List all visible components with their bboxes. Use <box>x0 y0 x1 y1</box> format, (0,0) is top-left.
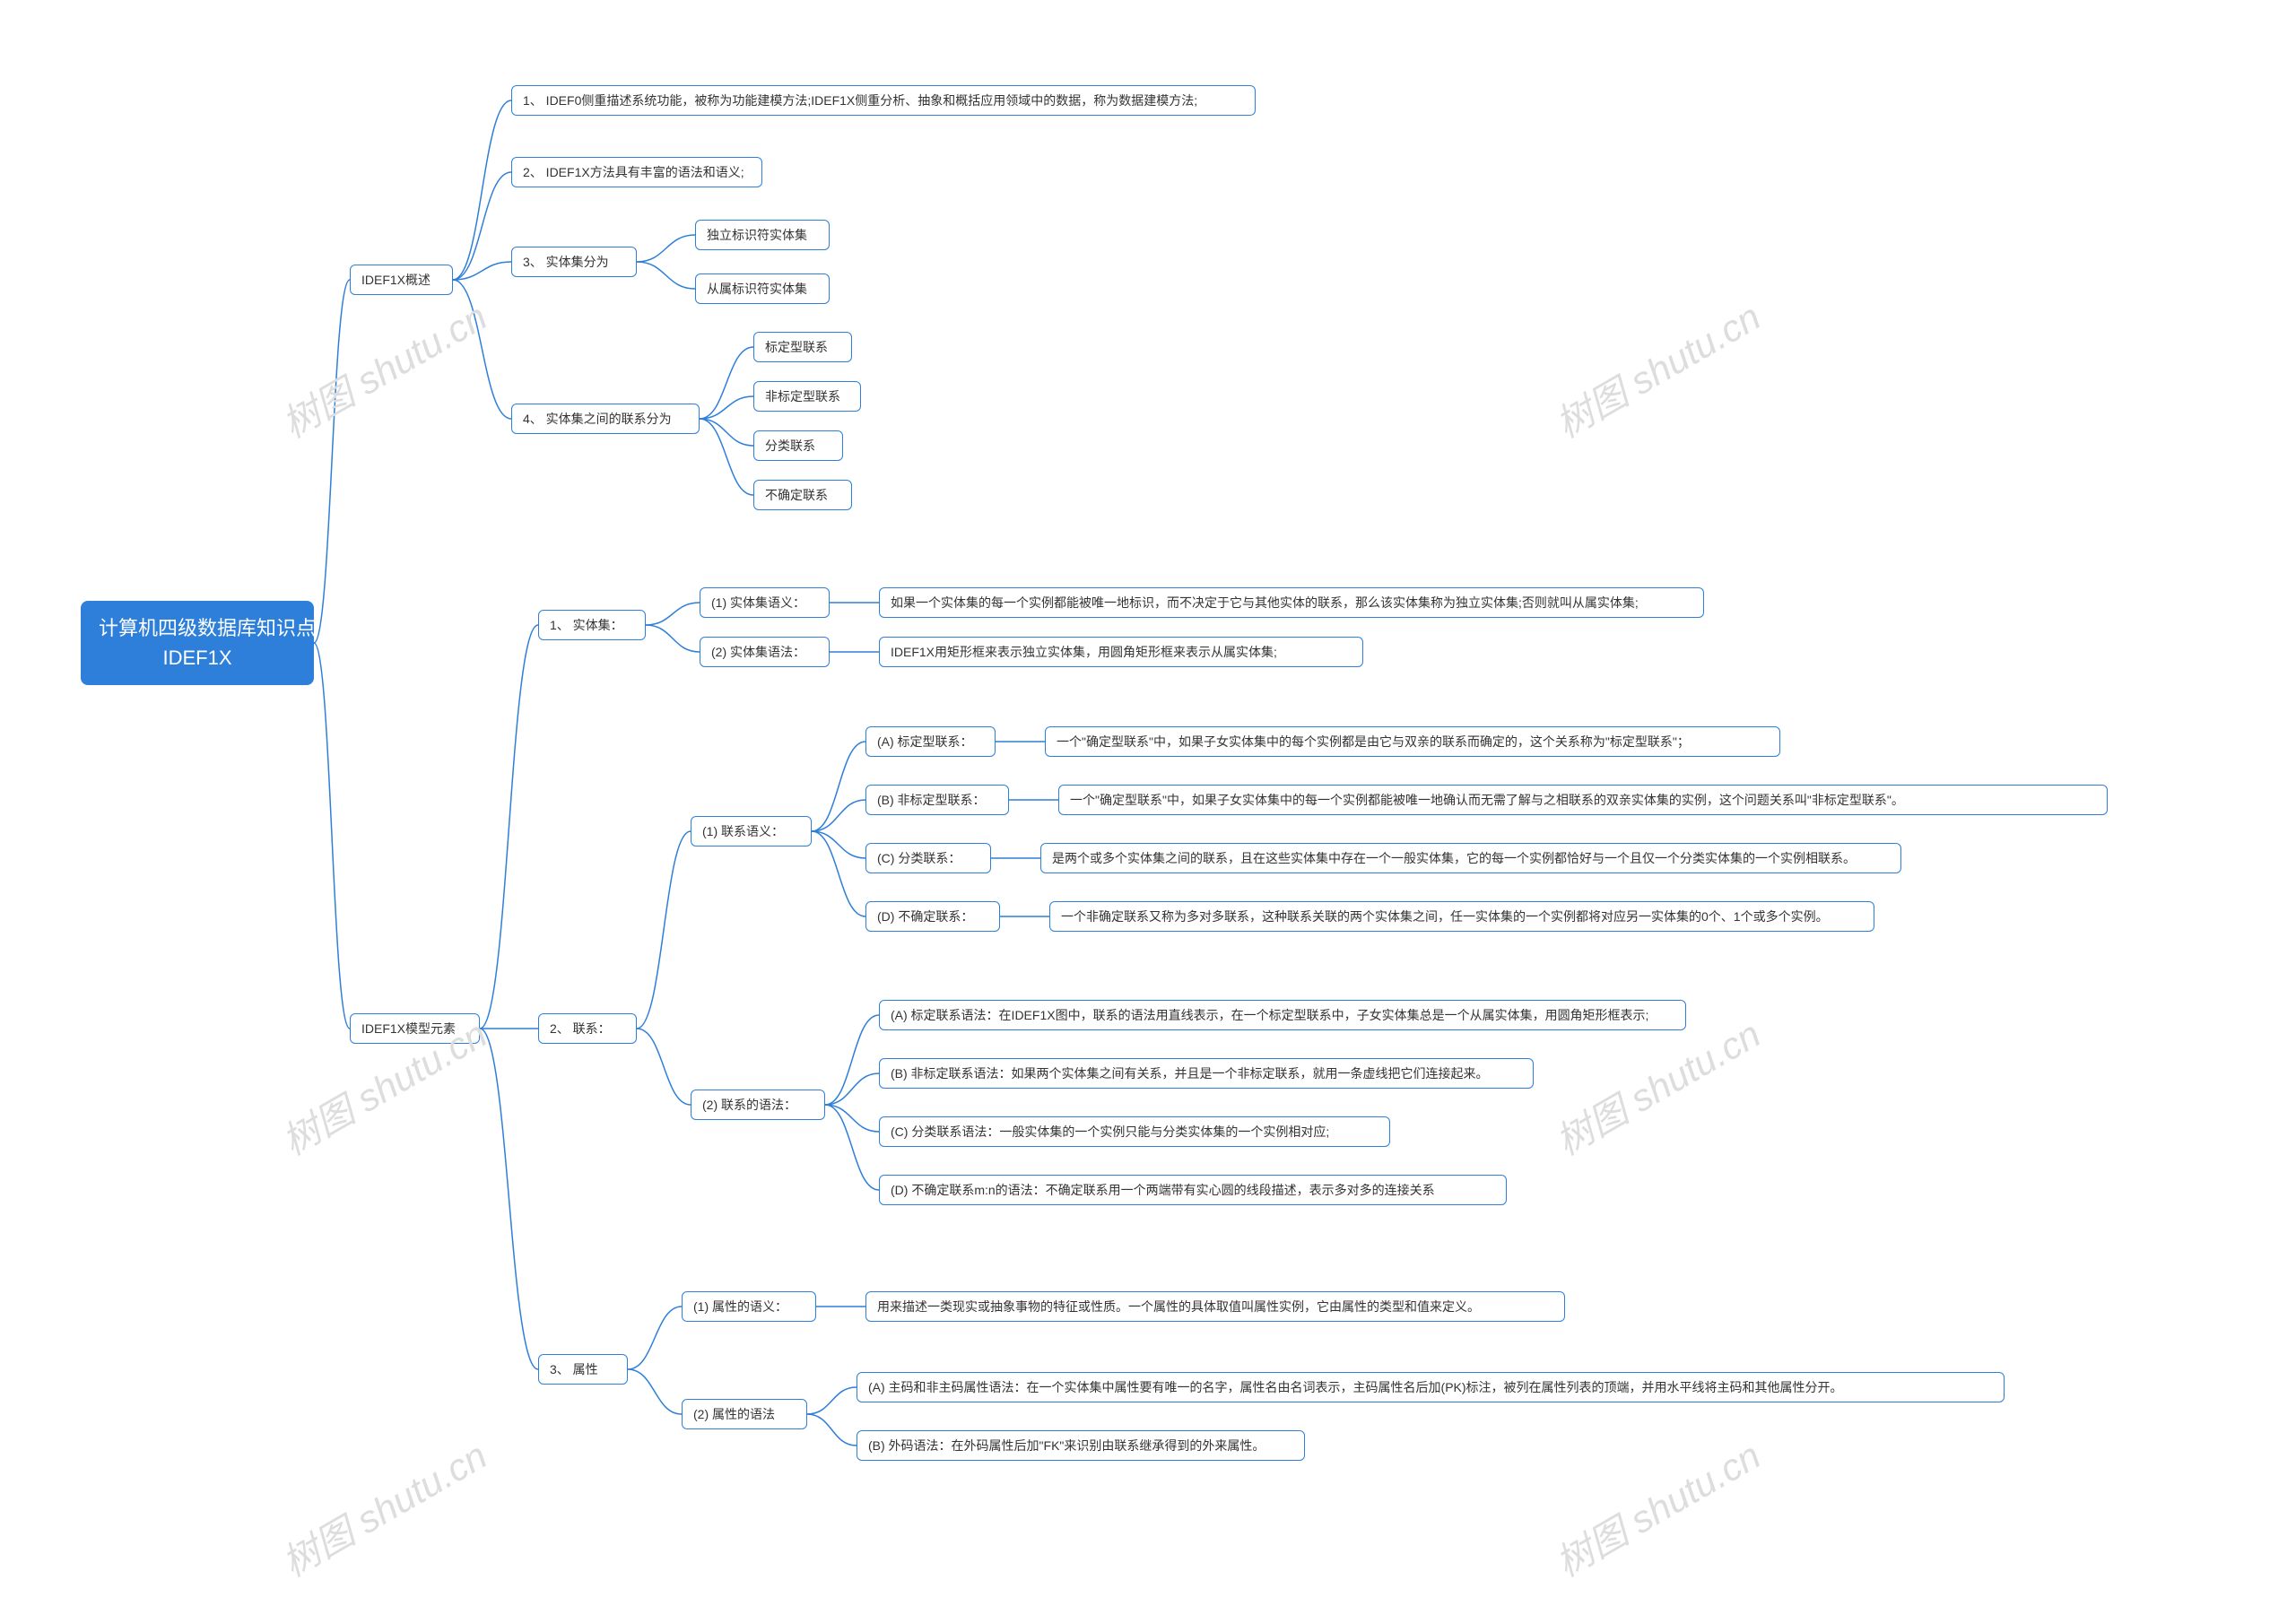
mindmap-canvas: 计算机四级数据库知识点IDEF1X IDEF1X概述 1、 IDEF0侧重描述系统… <box>0 0 2296 1615</box>
root-node: 计算机四级数据库知识点IDEF1X <box>81 601 314 685</box>
node-n_b2b: (2) 联系的语法： <box>691 1090 825 1120</box>
watermark: 树图 shutu.cn <box>271 287 496 448</box>
node-n_b3b: (2) 属性的语法 <box>682 1399 807 1429</box>
node-n_b2a_D1: 一个非确定联系又称为多对多联系，这种联系关联的两个实体集之间，任一实体集的一个实… <box>1049 901 1874 932</box>
node-n_a3b: 从属标识符实体集 <box>695 274 830 304</box>
node-n_a2: 2、 IDEF1X方法具有丰富的语法和语义; <box>511 157 762 187</box>
node-n_b1: 1、 实体集： <box>538 610 646 640</box>
node-n_b: IDEF1X模型元素 <box>350 1013 480 1044</box>
node-n_b3b_B: (B) 外码语法：在外码属性后加"FK"来识别由联系继承得到的外来属性。 <box>857 1430 1305 1461</box>
node-n_b1a: (1) 实体集语义： <box>700 587 830 618</box>
node-n_b2a_A1: 一个"确定型联系"中，如果子女实体集中的每个实例都是由它与双亲的联系而确定的，这… <box>1045 726 1780 757</box>
node-n_a4d: 不确定联系 <box>753 480 852 510</box>
node-n_b2a_B: (B) 非标定型联系： <box>865 785 1009 815</box>
watermark: 树图 shutu.cn <box>271 1426 496 1587</box>
node-n_a4: 4、 实体集之间的联系分为 <box>511 404 700 434</box>
node-n_b1a1: 如果一个实体集的每一个实例都能被唯一地标识，而不决定于它与其他实体的联系，那么该… <box>879 587 1704 618</box>
node-n_b2a_C: (C) 分类联系： <box>865 843 991 873</box>
node-n_a3: 3、 实体集分为 <box>511 247 637 277</box>
node-n_b2a_A: (A) 标定型联系： <box>865 726 996 757</box>
node-n_b1b1: IDEF1X用矩形框来表示独立实体集，用圆角矩形框来表示从属实体集; <box>879 637 1363 667</box>
node-n_b2a: (1) 联系语义： <box>691 816 812 847</box>
node-n_a: IDEF1X概述 <box>350 265 453 295</box>
watermark: 树图 shutu.cn <box>1544 1426 1770 1587</box>
node-n_b3b_A: (A) 主码和非主码属性语法：在一个实体集中属性要有唯一的名字，属性名由名词表示… <box>857 1372 2005 1402</box>
node-n_b2b_C: (C) 分类联系语法：一般实体集的一个实例只能与分类实体集的一个实例相对应; <box>879 1116 1390 1147</box>
node-n_b2b_D: (D) 不确定联系m:n的语法：不确定联系用一个两端带有实心圆的线段描述，表示多… <box>879 1175 1507 1205</box>
node-n_a4b: 非标定型联系 <box>753 381 861 412</box>
node-n_b3a: (1) 属性的语义： <box>682 1291 816 1322</box>
node-n_b2a_D: (D) 不确定联系： <box>865 901 1000 932</box>
node-n_a3a: 独立标识符实体集 <box>695 220 830 250</box>
node-n_b2a_B1: 一个"确定型联系"中，如果子女实体集中的每一个实例都能被唯一地确认而无需了解与之… <box>1058 785 2108 815</box>
node-n_b2a_C1: 是两个或多个实体集之间的联系，且在这些实体集中存在一个一般实体集，它的每一个实例… <box>1040 843 1901 873</box>
node-n_a1: 1、 IDEF0侧重描述系统功能，被称为功能建模方法;IDEF1X侧重分析、抽象… <box>511 85 1256 116</box>
node-n_a4a: 标定型联系 <box>753 332 852 362</box>
node-n_b1b: (2) 实体集语法： <box>700 637 830 667</box>
node-n_a4c: 分类联系 <box>753 430 843 461</box>
node-n_b3a1: 用来描述一类现实或抽象事物的特征或性质。一个属性的具体取值叫属性实例，它由属性的… <box>865 1291 1565 1322</box>
node-n_b2b_B: (B) 非标定联系语法：如果两个实体集之间有关系，并且是一个非标定联系，就用一条… <box>879 1058 1534 1089</box>
node-n_b3: 3、 属性 <box>538 1354 628 1385</box>
node-n_b2b_A: (A) 标定联系语法：在IDEF1X图中，联系的语法用直线表示，在一个标定型联系… <box>879 1000 1686 1030</box>
watermark: 树图 shutu.cn <box>1544 287 1770 448</box>
node-n_b2: 2、 联系： <box>538 1013 637 1044</box>
